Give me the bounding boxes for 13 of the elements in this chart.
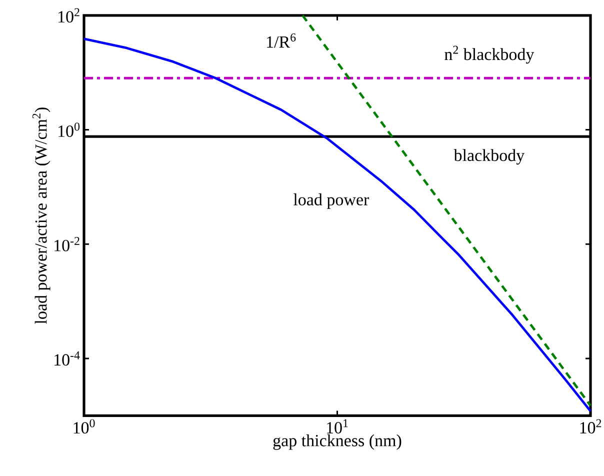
x-tick-label: 10$^{0}$ [74,419,95,434]
y-tick-label: 10$^{0}$ [58,122,80,137]
x-axis-title: gap thickness (nm) [273,434,402,450]
ref-line-label: n$^{2}$ blackbody [444,46,534,64]
series-label: 1/R$^{6}$ [267,33,296,48]
y-tick-label: 10$^{-2}$ [54,236,80,252]
x-tick-label: 10$^{1}$ [327,419,348,434]
ref-line-label: blackbody [454,149,525,165]
y-tick-label: 10$^{-4}$ [54,351,80,366]
y-tick-label: 10$^{2}$ [58,8,80,23]
x-tick-label: 10$^{2}$ [580,419,602,434]
y-axis-title: load power/active area (W/cm$^{2}$) [32,108,50,324]
series-label: load power [294,193,370,209]
